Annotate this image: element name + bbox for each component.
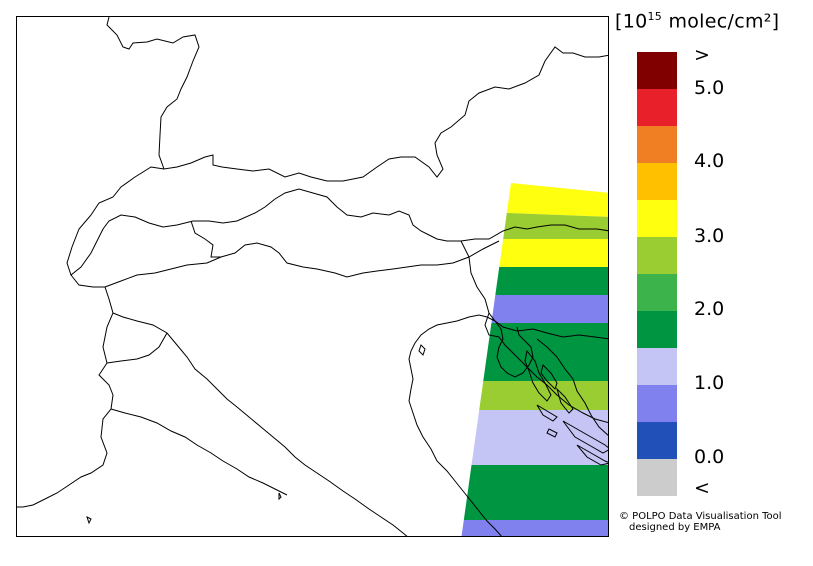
swath-band — [483, 323, 608, 381]
colorbar-segment — [637, 237, 677, 274]
colorbar-tick-label: < — [694, 477, 710, 499]
unit-suffix: molec/cm²] — [662, 10, 780, 33]
satellite-swath — [461, 183, 608, 536]
colorbar-segment — [637, 89, 677, 126]
swath-band — [471, 410, 608, 465]
swath-band — [503, 213, 608, 239]
colorbar-tick-label: 0.0 — [694, 446, 725, 468]
colorbar-segment — [637, 311, 677, 348]
swath-band — [491, 295, 608, 323]
colorbar-segment — [637, 348, 677, 385]
colorbar-segment — [637, 126, 677, 163]
colorbar-segment — [637, 52, 677, 89]
colorbar-segment — [637, 163, 677, 200]
map-area — [16, 16, 609, 537]
credit-line-1: © POLPO Data Visualisation Tool — [619, 511, 782, 522]
colorbar-tick-label: 5.0 — [694, 77, 725, 99]
unit-exponent: 15 — [647, 10, 663, 23]
colorbar-segment — [637, 200, 677, 237]
colorbar-tick-label: 1.0 — [694, 372, 725, 394]
swath-band — [499, 239, 608, 267]
colorbar-tick-label: 2.0 — [694, 298, 725, 320]
swath-band — [461, 520, 608, 536]
colorbar-segment — [637, 274, 677, 311]
country-borders — [17, 17, 608, 536]
swath-band — [463, 465, 608, 520]
credit: © POLPO Data Visualisation Tool designed … — [619, 511, 782, 533]
swath-band — [479, 381, 608, 410]
colorbar-tick-label: 4.0 — [694, 150, 725, 172]
colorbar-tick-label: > — [694, 44, 710, 66]
credit-line-2: designed by EMPA — [629, 522, 721, 533]
colorbar-tick-label: 3.0 — [694, 225, 725, 247]
coastline — [86, 314, 608, 536]
colorbar-segment — [637, 459, 677, 496]
swath-band — [506, 183, 608, 217]
swath-band — [495, 267, 608, 295]
colorbar — [637, 52, 677, 496]
colorbar-segment — [637, 385, 677, 422]
unit-label: [1015 molec/cm²] — [615, 10, 810, 32]
colorbar-segment — [637, 422, 677, 459]
unit-prefix: [10 — [615, 10, 648, 33]
